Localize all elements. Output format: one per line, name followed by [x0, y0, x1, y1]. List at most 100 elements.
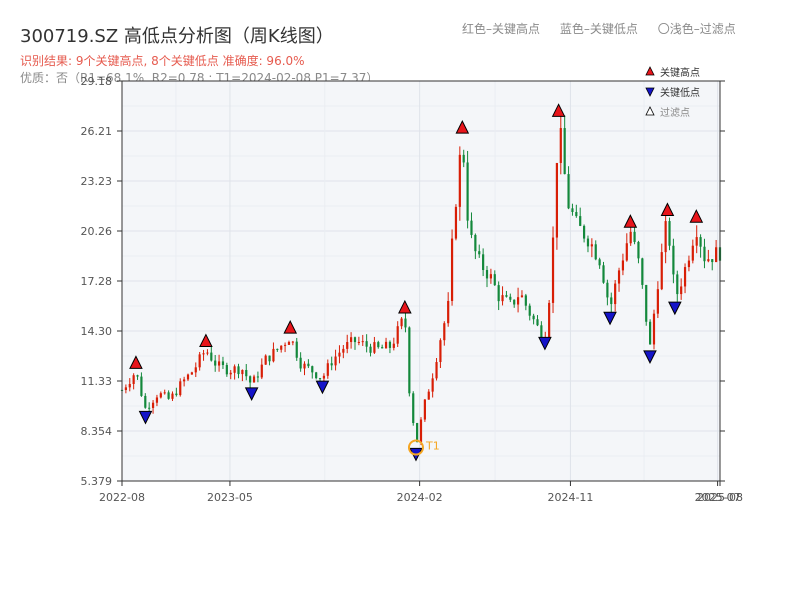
x-tick-label: 2025-08	[697, 491, 743, 504]
candle-body	[458, 154, 461, 207]
candle-body	[249, 376, 252, 383]
candle-body	[668, 221, 671, 246]
candle-body	[621, 260, 625, 271]
candle-body	[586, 238, 590, 247]
candle-body	[594, 244, 597, 260]
candle-body	[567, 174, 570, 209]
key-low-marker	[244, 387, 259, 401]
candle-body	[582, 225, 586, 239]
candle-body	[412, 393, 415, 424]
candle-body	[652, 313, 656, 345]
candle-body	[419, 419, 423, 443]
candle-body	[148, 407, 151, 409]
candle-body	[439, 340, 442, 363]
candle-body	[307, 363, 310, 367]
key-high-marker	[129, 355, 143, 369]
x-tick-label: 2023-05	[207, 491, 253, 504]
candle-body	[598, 259, 601, 266]
candle-body	[245, 369, 248, 377]
candle-body	[241, 369, 244, 375]
candle-body	[283, 344, 287, 346]
candle-body	[575, 211, 578, 217]
candle-body	[497, 285, 500, 302]
candle-body	[423, 399, 426, 420]
candle-body	[687, 260, 691, 268]
candle-body	[264, 355, 267, 365]
candle-body	[202, 353, 205, 355]
candle-body	[707, 259, 710, 262]
candle-body	[474, 234, 477, 252]
candle-body	[614, 283, 617, 305]
candle-body	[128, 383, 131, 388]
candle-body	[124, 387, 127, 390]
y-tick-label: 17.28	[81, 275, 113, 288]
candle-body	[664, 221, 667, 253]
legend-high-text: 红色–关键高点	[462, 22, 541, 36]
candle-body	[641, 258, 644, 285]
candle-body	[373, 342, 376, 353]
candle-body	[695, 237, 698, 246]
candle-body	[276, 348, 279, 350]
y-tick-label: 11.33	[81, 375, 113, 388]
legend-low-text: 蓝色–关键低点	[559, 22, 638, 36]
candle-body	[680, 286, 683, 295]
candle-body	[214, 360, 217, 366]
key-high-marker	[660, 202, 675, 216]
candle-body	[303, 363, 306, 369]
candle-body	[388, 341, 392, 348]
candle-body	[715, 247, 718, 263]
top-legend: 红色–关键高点 蓝色–关键低点 〇浅色–过滤点	[462, 20, 736, 37]
candle-body	[470, 220, 473, 235]
candle-body	[280, 345, 283, 350]
key-high-marker	[455, 120, 470, 134]
legend-high-marker	[645, 66, 655, 76]
candle-body	[287, 342, 291, 345]
candle-body	[625, 243, 628, 261]
candle-body	[186, 374, 190, 380]
candle-body	[555, 162, 559, 238]
key-high-marker	[283, 319, 298, 334]
candle-body	[520, 295, 524, 298]
candle-body	[163, 392, 166, 394]
candle-body	[536, 319, 539, 326]
legend-low-marker	[645, 87, 655, 97]
t1-circle	[407, 439, 424, 456]
candle-body	[268, 355, 271, 362]
candle-body	[210, 352, 213, 361]
candle-body	[579, 216, 582, 226]
candle-body	[516, 297, 520, 305]
candle-body	[691, 245, 694, 261]
candle-body	[447, 300, 450, 324]
candle-body	[175, 393, 178, 396]
candle-body	[524, 295, 527, 306]
candle-body	[183, 379, 186, 382]
candle-body	[548, 302, 551, 338]
candle-body	[198, 354, 201, 368]
candle-body	[493, 274, 496, 286]
key-low-marker	[603, 311, 617, 326]
x-tick-label: 2022-08	[99, 491, 145, 504]
candle-body	[563, 128, 566, 175]
legend-filtered-label: 过滤点	[660, 106, 690, 119]
candle-body	[132, 375, 135, 384]
candle-body	[225, 365, 228, 375]
candle-body	[299, 357, 302, 369]
candle-body	[272, 348, 275, 362]
candle-body	[140, 376, 143, 396]
candle-body	[528, 305, 531, 316]
candle-body	[435, 362, 438, 379]
candle-body	[322, 375, 326, 379]
candle-body	[501, 295, 504, 302]
key-high-marker	[623, 214, 638, 228]
candle-body	[559, 128, 562, 163]
candle-body	[450, 238, 454, 301]
key-low-marker	[315, 380, 330, 395]
candle-body	[672, 245, 675, 275]
legend-high-label: 关键高点	[660, 66, 700, 79]
candle-body	[295, 341, 298, 358]
candle-body	[551, 237, 555, 303]
y-tick-label: 5.379	[81, 475, 113, 488]
candle-body	[233, 366, 236, 373]
candle-body	[361, 341, 364, 343]
candle-body	[571, 208, 574, 212]
